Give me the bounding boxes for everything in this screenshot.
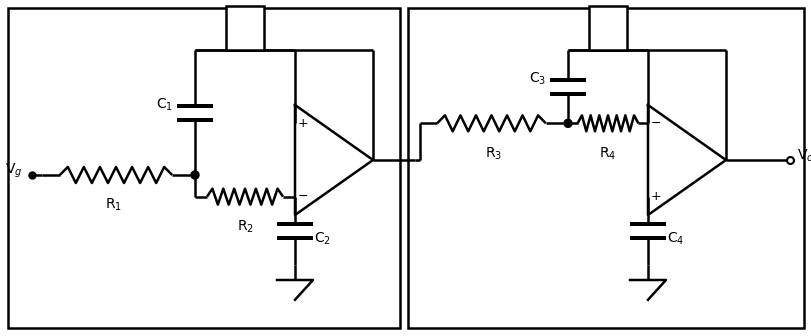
Text: −: − bbox=[298, 190, 308, 203]
Bar bbox=[588, 6, 626, 50]
Bar bbox=[8, 8, 400, 328]
Text: V$_g$: V$_g$ bbox=[5, 162, 23, 180]
Circle shape bbox=[191, 171, 199, 179]
Text: V$_o$: V$_o$ bbox=[796, 148, 811, 164]
Text: R$_4$: R$_4$ bbox=[599, 145, 616, 162]
Text: −: − bbox=[650, 117, 660, 130]
Text: +: + bbox=[298, 117, 308, 130]
Text: C$_2$: C$_2$ bbox=[314, 230, 331, 247]
Text: C$_4$: C$_4$ bbox=[667, 230, 684, 247]
Text: +: + bbox=[650, 190, 660, 203]
Text: R$_3$: R$_3$ bbox=[485, 145, 502, 162]
Bar bbox=[407, 8, 803, 328]
Bar bbox=[225, 6, 264, 50]
Text: C$_1$: C$_1$ bbox=[157, 96, 174, 113]
Circle shape bbox=[564, 119, 571, 127]
Text: C$_3$: C$_3$ bbox=[529, 71, 546, 87]
Text: R$_1$: R$_1$ bbox=[105, 197, 122, 213]
Text: R$_2$: R$_2$ bbox=[236, 219, 253, 235]
